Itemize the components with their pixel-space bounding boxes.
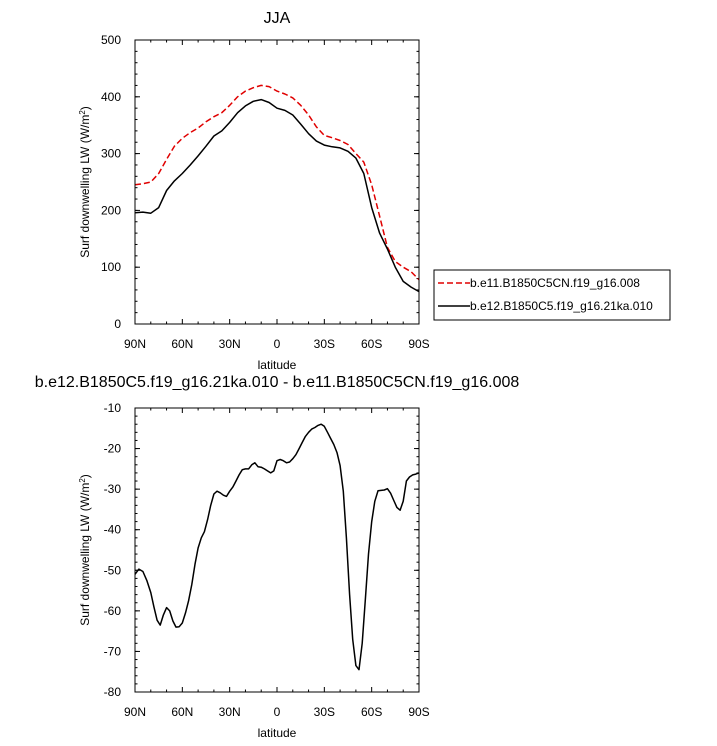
panel-1: JJA 90N 60N 30N 0 30S 60S 90S0100200300400500 … — [78, 10, 671, 372]
panel-2-x-tick-label: 60N — [171, 705, 193, 719]
panel-1-y-tick-label: 500 — [101, 33, 121, 47]
legend-box — [433, 269, 671, 321]
panel-2-x-tick-label: 30N — [219, 705, 241, 719]
panel-2-plot-frame — [134, 407, 420, 693]
panel-1-x-tick-label: 60N — [171, 337, 193, 351]
panel-2-x-tick-label: 90S — [408, 705, 429, 719]
panel-2-y-tick-label: -20 — [104, 442, 122, 456]
panel-1-plot-frame — [134, 39, 420, 325]
panel-2-x-tick-label: 90N — [124, 705, 146, 719]
panel-2-y-axis-label: Surf downwelling LW (W/m2) — [78, 474, 92, 626]
panel-2-y-tick-label: -80 — [104, 685, 122, 699]
panel-2: b.e12.B1850C5.f19_g16.21ka.010 - b.e11.B… — [35, 374, 520, 740]
panel-2-y-tick-label: -10 — [104, 401, 122, 415]
legend-label-series-2: b.e12.B1850C5.f19_g16.21ka.010 — [470, 299, 653, 313]
panel-2-y-tick-label: -40 — [104, 523, 122, 537]
panel-1-x-tick-label: 30S — [314, 337, 335, 351]
panel-1-legend: b.e11.B1850C5CN.f19_g16.008 b.e12.B1850C… — [433, 269, 671, 321]
panel-2-x-axis-label: latitude — [258, 726, 297, 740]
panel-1-x-axis-label: latitude — [258, 358, 297, 372]
panel-1-y-tick-label: 0 — [114, 317, 121, 331]
panel-2-x-tick-label: 60S — [361, 705, 382, 719]
panel-1-y-tick-label: 400 — [101, 90, 121, 104]
panel-1-x-tick-label: 60S — [361, 337, 382, 351]
panel-1-x-tick-label: 90S — [408, 337, 429, 351]
panel-1-x-tick-label: 30N — [219, 337, 241, 351]
panel-1-y-tick-label: 300 — [101, 147, 121, 161]
panel-2-series-line-1 — [134, 423, 420, 671]
panel-1-x-tick-label: 90N — [124, 337, 146, 351]
panel-1-series-line-2 — [134, 98, 420, 293]
panel-2-x-tick-label: 0 — [274, 705, 281, 719]
panel-2-y-tick-label: -50 — [104, 563, 122, 577]
panel-1-series-line-1 — [134, 84, 420, 281]
panel-2-y-tick-label: -30 — [104, 482, 122, 496]
panel-1-y-tick-label: 100 — [101, 260, 121, 274]
panel-1-y-axis-label: Surf downwelling LW (W/m2) — [78, 106, 92, 258]
legend-label-series-1: b.e11.B1850C5CN.f19_g16.008 — [470, 276, 640, 290]
panel-2-title: b.e12.B1850C5.f19_g16.21ka.010 - b.e11.B… — [35, 374, 520, 391]
panel-2-y-tick-label: -70 — [104, 644, 122, 658]
panel-1-x-tick-label: 0 — [274, 337, 281, 351]
panel-1-title: JJA — [264, 10, 291, 27]
panel-2-y-tick-label: -60 — [104, 604, 122, 618]
panel-1-y-tick-label: 200 — [101, 203, 121, 217]
panel-2-x-tick-label: 30S — [314, 705, 335, 719]
